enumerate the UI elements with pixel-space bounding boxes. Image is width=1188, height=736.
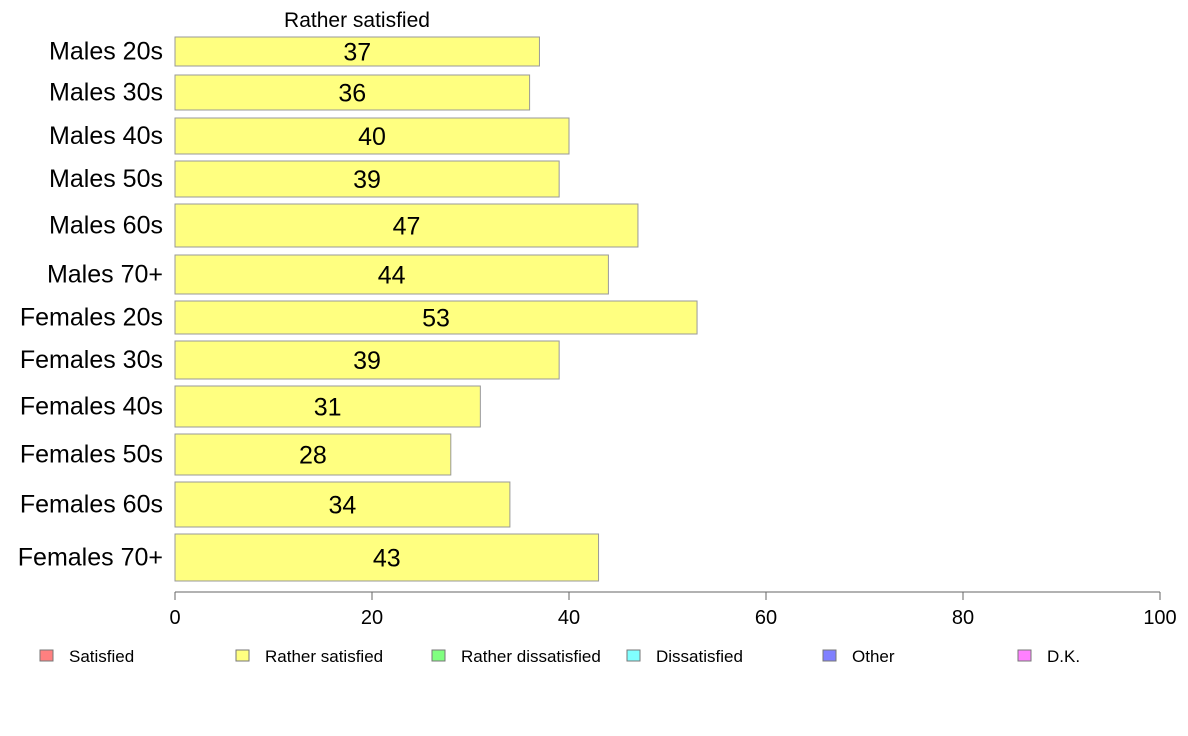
legend-swatch [431,649,446,662]
x-tick-label: 0 [169,607,180,629]
bar [174,160,560,198]
legend-swatch [235,649,250,662]
category-label: Males 20s [49,38,163,66]
legend-label: Rather dissatisfied [461,647,601,666]
category-label: Females 70+ [18,544,163,572]
bar-value-label: 43 [373,545,401,573]
x-tick-label: 80 [952,607,974,629]
category-label: Females 20s [20,304,163,332]
bar [174,254,609,295]
x-tick-label: 100 [1143,607,1176,629]
category-label: Females 30s [20,346,163,374]
bar [174,533,600,582]
legend-label: Dissatisfied [656,647,743,666]
bars-group: Males 20s 37 Males 30s 36 Males 40s 40 Males 5… [18,36,698,582]
bar-value-label: 53 [422,305,450,333]
bar-value-label: 39 [353,347,381,375]
bar [174,433,452,476]
legend-swatch [626,649,641,662]
bar-value-label: 47 [393,213,421,241]
legend-label: D.K. [1047,647,1080,666]
x-tick-label: 40 [558,607,580,629]
bar [174,117,570,155]
category-label: Males 30s [49,79,163,107]
bar [174,74,531,111]
category-label: Males 60s [49,212,163,240]
legend-swatch [822,649,837,662]
bar-value-label: 37 [343,39,371,67]
bar [174,481,511,528]
bar-value-label: 36 [338,80,366,108]
legend-label: Satisfied [69,647,134,666]
bar-value-label: 28 [299,442,327,470]
x-tick-label: 60 [755,607,777,629]
bar [174,203,639,248]
bar-value-label: 31 [314,394,342,422]
legend-swatch [39,649,54,662]
bar [174,300,698,335]
category-label: Females 50s [20,441,163,469]
legend: Satisfied Rather satisfied Rather dissatis… [39,647,1080,666]
bar [174,340,560,380]
x-axis: 0 20 40 60 80 100 [169,591,1177,629]
legend-label: Rather satisfied [265,647,383,666]
chart-subtitle: Rather satisfied [284,9,430,32]
bar-value-label: 39 [353,166,381,194]
category-label: Males 40s [49,122,163,150]
bar [174,36,540,67]
legend-label: Other [852,647,895,666]
category-label: Males 70+ [47,261,163,289]
category-label: Females 40s [20,393,163,421]
category-label: Males 50s [49,165,163,193]
bar [174,385,481,428]
legend-swatch [1017,649,1032,662]
bar-value-label: 44 [378,262,406,290]
x-tick-label: 20 [361,607,383,629]
category-label: Females 60s [20,491,163,519]
bar-value-label: 34 [329,492,357,520]
bar-value-label: 40 [358,123,386,151]
